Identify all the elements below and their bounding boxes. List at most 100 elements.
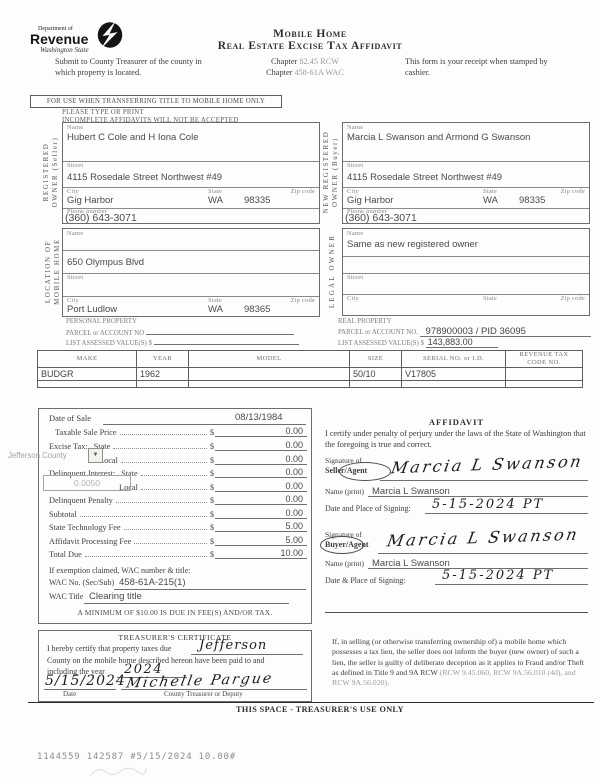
- seller-city-field[interactable]: Gig Harbor: [67, 195, 114, 206]
- type-note: PLEASE TYPE OR PRINT: [62, 109, 144, 116]
- treasurer-certificate-box: TREASURER'S CERTIFICATE I hereby certify…: [38, 630, 312, 702]
- county-dropdown-value[interactable]: Jefferson County: [8, 451, 67, 460]
- mobile-home-table: MAKE YEAR MODEL SIZE SERIAL NO. or I.D. …: [37, 350, 583, 388]
- tax-line-label: Local: [99, 456, 118, 465]
- date-of-sale-field[interactable]: 08/13/1984: [235, 412, 283, 423]
- personal-property-heading: PERSONAL PROPERTY: [66, 318, 137, 325]
- location-city-field[interactable]: Port Ludlow: [67, 304, 118, 315]
- tax-line-label: State: [93, 442, 111, 451]
- form-title: Mobile Home Real Estate Excise Tax Affid…: [150, 28, 470, 52]
- buyer-name-print-label: Name (print): [325, 559, 364, 568]
- buyer-date-label: Date & Place of Signing:: [325, 576, 406, 585]
- buyer-signature: Marcia L Swanson: [385, 524, 581, 551]
- logo-state-text: Washington State: [40, 46, 89, 54]
- buyer-street-field[interactable]: 4115 Rosedale Street Northwest #49: [347, 172, 503, 183]
- buyer-name-print-field[interactable]: Marcia L Swanson: [372, 558, 450, 569]
- delinquent-interest-local-field[interactable]: 0.00: [215, 481, 307, 492]
- col-size: SIZE: [349, 350, 402, 368]
- personal-parcel-label: PARCEL or ACCOUNT NO: [66, 326, 294, 337]
- processing-fee-field[interactable]: 5.00: [215, 535, 307, 546]
- seller-signature: Marcia L Swanson: [389, 451, 585, 478]
- location-box: Name 650 Olympus Blvd Street City State …: [62, 228, 320, 317]
- buyer-phone-field[interactable]: (360) 643-3071: [345, 212, 417, 224]
- buyer-circle: [320, 536, 364, 554]
- location-city-label: City: [67, 297, 79, 304]
- real-parcel-field[interactable]: 978900003 / PID 36095: [419, 326, 591, 337]
- taxable-sale-price-field[interactable]: 0.00: [215, 426, 307, 437]
- treasurer-line2: County on the mobile home described here…: [47, 656, 265, 665]
- size-field[interactable]: 50/10: [349, 367, 402, 381]
- tax-line-label: State Technology Fee: [49, 523, 121, 532]
- seller-street-label: Street: [67, 162, 84, 169]
- legal-name-field[interactable]: Same as new registered owner: [347, 239, 478, 250]
- subtotal-field[interactable]: 0.00: [215, 508, 307, 519]
- location-zip-label: Zip code: [290, 297, 315, 304]
- seller-date-label: Date and Place of Signing:: [325, 504, 411, 513]
- legal-street-label: Street: [347, 274, 364, 281]
- buyer-zip-field[interactable]: 98335: [519, 195, 546, 206]
- chapter-references: Chapter 82.45 RCW Chapter 458-61A WAC: [225, 57, 385, 78]
- buyer-city-field[interactable]: Gig Harbor: [347, 195, 394, 206]
- logo-revenue-text: Revenue: [30, 31, 89, 47]
- submit-note: Submit to County Treasurer of the county…: [55, 57, 202, 77]
- buyer-name-field[interactable]: Marcia L Swanson and Armond G Swanson: [347, 132, 531, 143]
- tax-line-label: Delinquent Penalty: [49, 496, 113, 505]
- location-street-field[interactable]: 650 Olympus Blvd: [67, 257, 145, 268]
- logo-dept-text: Department of: [38, 26, 73, 32]
- seller-street-field[interactable]: 4115 Rosedale Street Northwest #49: [67, 172, 223, 183]
- treasurer-line3: including the year: [47, 667, 105, 676]
- seller-state-field[interactable]: WA: [208, 195, 223, 206]
- col-model: MODEL: [188, 350, 350, 368]
- treasurer-certificate-title: TREASURER'S CERTIFICATE: [118, 633, 232, 642]
- county-dropdown[interactable]: Jefferson County: [8, 451, 67, 460]
- seller-name-field[interactable]: Hubert C Cole and H Iona Cole: [67, 132, 199, 143]
- buyer-signature-of-label: Signature of: [325, 530, 362, 539]
- tax-line-label: Taxable Sale Price: [55, 428, 117, 437]
- seller-date-handwritten: 5-15-2024 PT: [432, 497, 545, 512]
- make-field[interactable]: BUDGR: [37, 367, 137, 381]
- real-assessed-field[interactable]: 143,883.00: [425, 337, 498, 348]
- form-title-line1: Mobile Home: [273, 28, 347, 40]
- serial-field[interactable]: V17805: [401, 367, 506, 381]
- personal-assessed-label: LIST ASSESSED VALUE(S) $: [66, 336, 299, 347]
- tax-line-label: Affidavit Processing Fee: [49, 537, 132, 546]
- local-rate-field[interactable]: 0.0050: [43, 475, 131, 491]
- excise-state-field[interactable]: 0.00: [215, 440, 307, 451]
- personal-assessed-field[interactable]: [153, 336, 299, 345]
- use-note-box: FOR USE WHEN TRANSFERRING TITLE TO MOBIL…: [30, 95, 282, 108]
- table-row: [37, 380, 583, 388]
- legal-owner-section-label: LEGAL OWNER: [328, 233, 336, 309]
- tax-box: Date of Sale 08/13/1984 Taxable Sale Pri…: [38, 408, 312, 624]
- date-of-sale-label: Date of Sale: [49, 413, 92, 423]
- personal-parcel-field[interactable]: [145, 326, 294, 335]
- seller-phone-field[interactable]: (360) 643-3071: [65, 212, 137, 224]
- lien-notice: If, in selling (or otherwise transferrin…: [332, 637, 585, 688]
- year-field[interactable]: 1962: [136, 367, 189, 381]
- real-assessed-label: LIST ASSESSED VALUE(S) $ 143,883.00: [338, 337, 498, 348]
- treasurer-use-only-label: THIS SPACE - TREASURER'S USE ONLY: [236, 705, 404, 714]
- location-state-field[interactable]: WA: [208, 304, 223, 315]
- receipt-note: This form is your receipt when stamped b…: [405, 57, 548, 77]
- wac-title-field[interactable]: Clearing title: [89, 591, 142, 602]
- seller-zip-field[interactable]: 98335: [244, 195, 271, 206]
- delinquent-penalty-field[interactable]: 0.00: [215, 494, 307, 505]
- seller-agent-circle: [339, 462, 391, 481]
- wac-no-field[interactable]: 458-61A-215(1): [119, 577, 186, 588]
- buyer-state-field[interactable]: WA: [483, 195, 498, 206]
- location-zip-field[interactable]: 98365: [244, 304, 271, 315]
- chevron-down-icon[interactable]: ▼: [88, 448, 103, 463]
- model-field[interactable]: [188, 367, 350, 381]
- lien-citations: (RCW 9.45.060, RCW 9A.56.010 (4d), and R…: [332, 667, 576, 688]
- total-due-field[interactable]: 10.00: [215, 548, 307, 559]
- tax-code-field[interactable]: [505, 367, 583, 381]
- excise-local-field[interactable]: 0.00: [215, 454, 307, 465]
- treasurer-year-handwritten: 2024: [124, 662, 164, 677]
- technology-fee-field[interactable]: 5.00: [215, 521, 307, 532]
- col-make: MAKE: [37, 350, 137, 368]
- footer-rule: [28, 702, 594, 703]
- seller-city-label: City: [67, 188, 79, 195]
- location-name-label: Name: [67, 230, 84, 237]
- delinquent-interest-state-field[interactable]: 0.00: [215, 467, 307, 478]
- seller-name-print-field[interactable]: Marcia L Swanson: [372, 486, 450, 497]
- location-street-label: Street: [67, 274, 84, 281]
